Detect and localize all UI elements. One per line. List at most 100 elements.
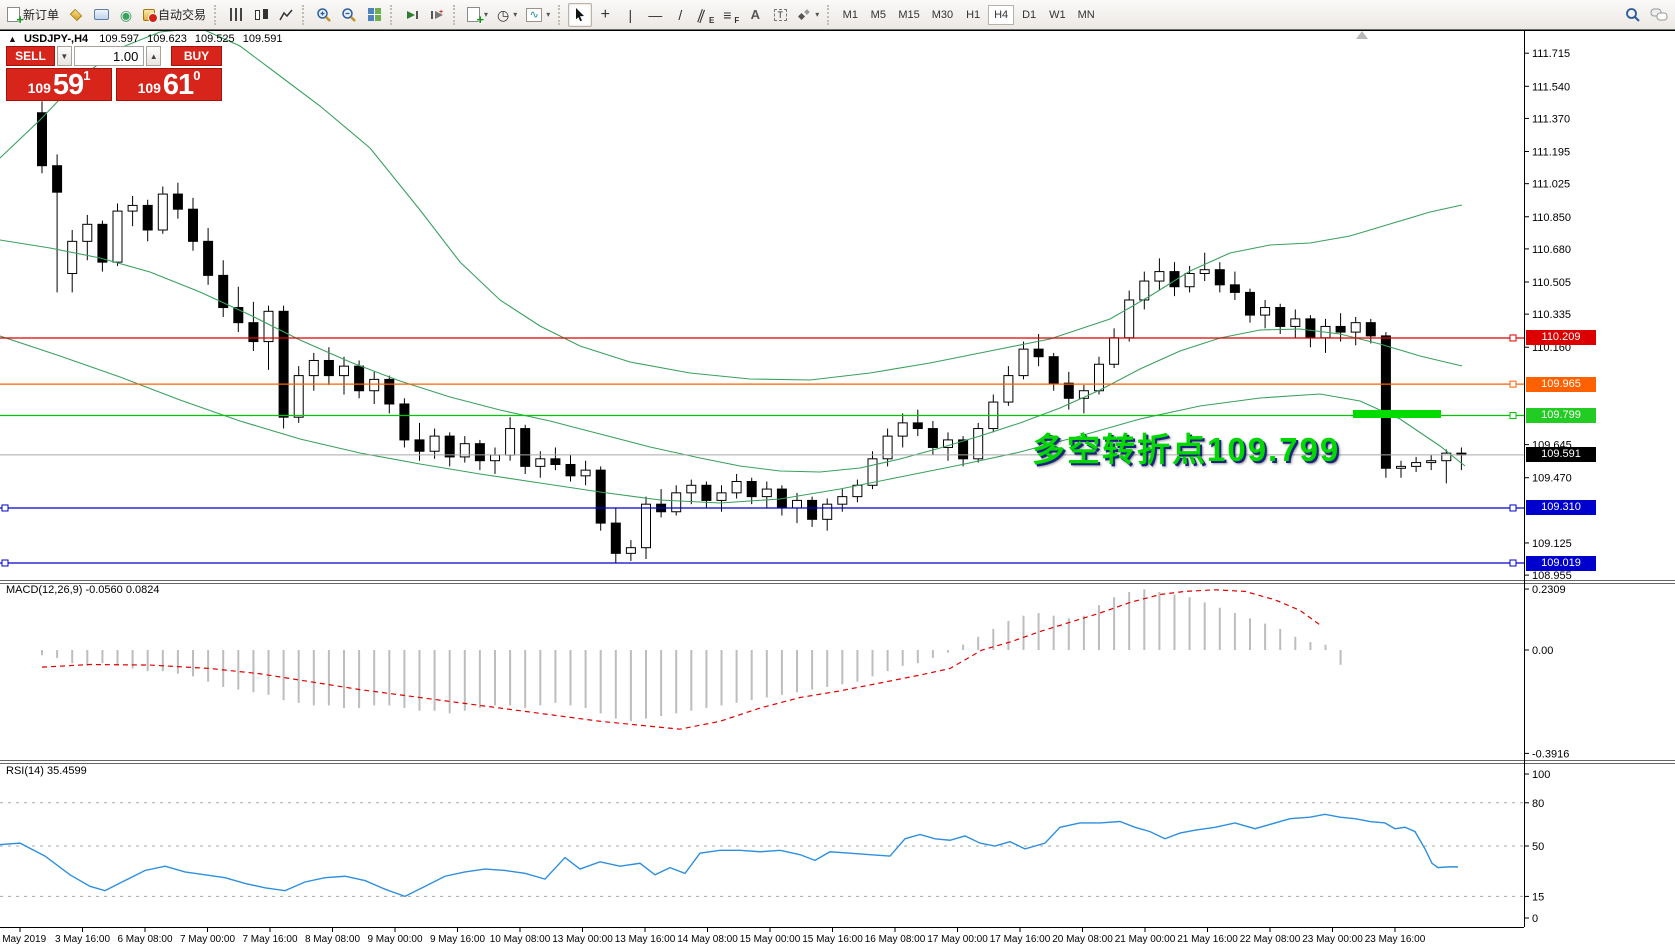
- candle-bull: [686, 484, 697, 494]
- axis-tick-label: 110.505: [1532, 277, 1571, 289]
- price-level-tag: 110.209: [1526, 330, 1596, 346]
- trendline-button[interactable]: /: [668, 3, 692, 27]
- candle-bull: [157, 193, 168, 231]
- auto-trading-button[interactable]: 自动交易: [139, 3, 210, 27]
- candle-bull: [867, 458, 878, 486]
- timeframe-w1[interactable]: W1: [1049, 8, 1066, 21]
- crosshair-button[interactable]: +: [593, 3, 617, 27]
- bar-chart-button[interactable]: [224, 3, 248, 27]
- chevron-down-icon: ▾: [815, 10, 820, 19]
- channel-letter: E: [708, 15, 715, 25]
- tile-windows-button[interactable]: [362, 3, 386, 27]
- candle-bull: [671, 492, 682, 513]
- axis-tick-label: -0.3916: [1532, 748, 1569, 760]
- collapse-arrow-icon[interactable]: ▲: [8, 34, 17, 44]
- candle-bull: [1094, 363, 1104, 392]
- templates-button[interactable]: ∿ ▾: [522, 3, 554, 27]
- candle-bull: [731, 481, 742, 494]
- line-chart-button[interactable]: [274, 3, 298, 27]
- timeframe-m30[interactable]: M30: [931, 8, 954, 21]
- candle-bear: [474, 443, 485, 462]
- sell-price-button[interactable]: 109 59 1: [6, 68, 112, 101]
- chart-canvas[interactable]: 111.715 111.540 111.370 111.195 111.025 110.8…: [0, 30, 1675, 948]
- cursor-button[interactable]: [568, 2, 593, 27]
- bar-chart-icon: [230, 8, 243, 21]
- axis-tick-label: 100: [1532, 769, 1550, 781]
- chevron-down-icon: ▾: [484, 10, 489, 19]
- volume-up-button[interactable]: ▲: [146, 46, 162, 66]
- zoom-out-button[interactable]: [337, 3, 361, 27]
- axis-tick-label: 0.2309: [1532, 584, 1566, 596]
- candle-bull: [1290, 318, 1301, 327]
- line-handle[interactable]: [1509, 559, 1517, 567]
- candle-bear: [958, 439, 969, 460]
- timeframe-m15[interactable]: M15: [898, 8, 920, 21]
- candle-bear: [323, 359, 334, 377]
- search-button[interactable]: [1621, 3, 1645, 27]
- macd-label: MACD(12,26,9) -0.0560 0.0824: [6, 584, 160, 596]
- chat-button[interactable]: [1646, 3, 1672, 27]
- timeframe-m1[interactable]: M1: [842, 8, 858, 21]
- line-handle[interactable]: [1509, 504, 1517, 512]
- price-level-tag: 109.799: [1526, 408, 1596, 423]
- timeframe-h4[interactable]: H4: [988, 4, 1015, 25]
- axis-tick-label: 110.335: [1532, 309, 1571, 321]
- vertical-line-button[interactable]: |: [618, 3, 642, 27]
- timeframe-h1[interactable]: H1: [966, 8, 981, 21]
- auto-scroll-button[interactable]: [400, 3, 424, 27]
- chart-annotation-text[interactable]: 多空转折点109.799: [1032, 431, 1341, 468]
- scroll-up-arrow[interactable]: [1356, 31, 1368, 39]
- channel-button[interactable]: ∥ E: [693, 3, 717, 27]
- time-axis-label: 17 May 16:00: [990, 934, 1051, 945]
- toolbar-separator: [827, 4, 833, 25]
- volume-down-button[interactable]: ▼: [56, 46, 72, 66]
- candle-bull: [1003, 375, 1014, 403]
- navigator-button[interactable]: ◉: [114, 3, 138, 27]
- chevron-down-icon: ▾: [513, 10, 518, 19]
- line-handle[interactable]: [1, 559, 9, 567]
- timeframe-mn[interactable]: MN: [1077, 8, 1095, 21]
- buy-button[interactable]: BUY: [171, 46, 222, 66]
- new-order-icon: +: [7, 7, 24, 26]
- timeframe-d1[interactable]: D1: [1022, 8, 1037, 21]
- candle-bear: [1305, 318, 1316, 339]
- candlestick-chart-button[interactable]: [249, 3, 273, 27]
- new-order-button[interactable]: + 新订单: [3, 3, 63, 27]
- axis-tick-label: 110.850: [1532, 212, 1571, 224]
- candle-bear: [1245, 291, 1255, 316]
- horizontal-line-button[interactable]: —: [643, 3, 667, 27]
- volume-input[interactable]: 1.00: [73, 46, 145, 66]
- indicators-button[interactable]: + ▾: [463, 3, 492, 27]
- timeframe-m5[interactable]: M5: [870, 8, 886, 21]
- text-label-button[interactable]: T: [768, 3, 792, 27]
- buy-price-button[interactable]: 109 61 0: [116, 68, 222, 101]
- zoom-in-button[interactable]: [312, 3, 336, 27]
- text-button[interactable]: A: [743, 3, 767, 27]
- line-handle[interactable]: [1509, 334, 1517, 342]
- periods-button[interactable]: ◷ ▾: [493, 3, 521, 27]
- candle-bull: [308, 359, 319, 377]
- axis-tick-label: 0.00: [1532, 645, 1553, 657]
- time-axis-label: 7 May 16:00: [242, 934, 297, 945]
- candle-bear: [1033, 348, 1044, 358]
- zoom-in-icon: [317, 7, 331, 22]
- line-handle[interactable]: [1, 504, 9, 512]
- candle-bull: [580, 469, 591, 477]
- market-watch-button[interactable]: [89, 3, 113, 27]
- sell-button[interactable]: SELL: [6, 46, 55, 66]
- candle-bear: [248, 322, 259, 343]
- line-handle[interactable]: [1509, 380, 1517, 388]
- arrows-button[interactable]: ▾: [793, 3, 823, 27]
- axis-tick-label: 110.680: [1532, 244, 1571, 256]
- chart-shift-button[interactable]: +: [425, 3, 449, 27]
- axis-tick-label: 109.470: [1532, 473, 1572, 485]
- quotes-button[interactable]: [64, 3, 88, 27]
- fibonacci-button[interactable]: ≡ F: [718, 3, 742, 27]
- rsi-line: [0, 813, 1458, 898]
- line-handle[interactable]: [1509, 412, 1517, 420]
- candle-bear: [912, 422, 923, 430]
- candle-bull: [82, 223, 93, 242]
- auto-trading-icon: [143, 8, 159, 23]
- ohlc-high: 109.623: [147, 33, 187, 45]
- trend-highlight-bar[interactable]: [1353, 410, 1441, 418]
